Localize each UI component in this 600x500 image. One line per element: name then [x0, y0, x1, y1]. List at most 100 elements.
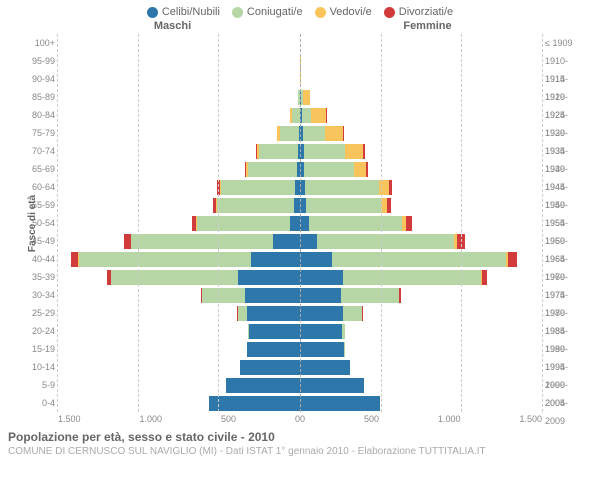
- bar: [300, 396, 439, 411]
- y-axis-label-right: Anni di nascita: [582, 34, 596, 412]
- bar-segment: [303, 126, 326, 141]
- bar: [65, 252, 300, 267]
- gender-headers: Maschi Femmine: [0, 20, 600, 34]
- bar: [300, 126, 403, 141]
- bar-segment: [366, 162, 368, 177]
- birth-tick: 1985-1989: [542, 322, 582, 340]
- age-tick: 80-84: [18, 106, 58, 124]
- bar-segment: [389, 180, 392, 195]
- x-tick: 1.500: [519, 414, 542, 424]
- bar-segment: [221, 180, 295, 195]
- bar-row: [58, 394, 300, 412]
- birth-tick: 1970-1974: [542, 268, 582, 286]
- bar-segment: [217, 198, 294, 213]
- bar-row: [300, 322, 542, 340]
- birth-year-axis: ≤ 19091910-19141915-19191920-19241925-19…: [542, 34, 582, 412]
- bar-segment: [245, 288, 300, 303]
- age-tick: 15-19: [18, 340, 58, 358]
- bar-segment: [300, 396, 380, 411]
- bar-row: [300, 52, 542, 70]
- bar-segment: [302, 108, 311, 123]
- bar-row: [58, 52, 300, 70]
- bar: [300, 72, 319, 87]
- bar-row: [300, 88, 542, 106]
- bar-segment: [304, 144, 346, 159]
- bar-segment: [240, 360, 300, 375]
- x-tick: 1.000: [139, 414, 162, 424]
- bar-segment: [197, 216, 290, 231]
- legend-label: Celibi/Nubili: [162, 6, 220, 18]
- bar-row: [300, 286, 542, 304]
- age-tick: 0-4: [18, 394, 58, 412]
- bar: [196, 144, 300, 159]
- grid-line: [218, 34, 219, 412]
- grid-line: [542, 34, 543, 412]
- bar: [184, 162, 300, 177]
- y-axis-label-left: Fasce di età: [4, 34, 18, 412]
- bar-row: [58, 142, 300, 160]
- bar: [300, 144, 425, 159]
- bar-segment: [325, 126, 343, 141]
- legend-label: Coniugati/e: [247, 6, 303, 18]
- legend-swatch: [384, 7, 395, 18]
- bar-segment: [343, 306, 361, 321]
- bar: [300, 198, 448, 213]
- bar-segment: [304, 162, 354, 177]
- bar-segment: [332, 252, 506, 267]
- bar-segment: [300, 306, 343, 321]
- chart-subtitle: COMUNE DI CERNUSCO SUL NAVIGLIO (MI) - D…: [0, 446, 600, 457]
- bar-row: [300, 394, 542, 412]
- bar-segment: [345, 144, 363, 159]
- bar-segment: [71, 252, 78, 267]
- bar-row: [300, 196, 542, 214]
- bar-row: [300, 376, 542, 394]
- age-tick: 5-9: [18, 376, 58, 394]
- bar-segment: [300, 324, 342, 339]
- bar-segment: [292, 108, 300, 123]
- plot-area: [58, 34, 542, 412]
- birth-tick: 1995-1999: [542, 358, 582, 376]
- bar: [225, 126, 300, 141]
- bar: [300, 108, 380, 123]
- bar-segment: [387, 198, 391, 213]
- x-axis-male: 1.5001.0005000: [58, 414, 300, 424]
- bar-segment: [300, 378, 364, 393]
- birth-tick: 1910-1914: [542, 52, 582, 70]
- male-header: Maschi: [45, 20, 300, 32]
- grid-line: [57, 34, 58, 412]
- birth-tick: 1930-1934: [542, 124, 582, 142]
- bar-segment: [508, 252, 516, 267]
- x-tick: 1.500: [58, 414, 81, 424]
- bar-row: [300, 214, 542, 232]
- bar-row: [58, 322, 300, 340]
- center-line: [300, 34, 301, 412]
- birth-tick: 1945-1949: [542, 178, 582, 196]
- bar-segment: [343, 126, 344, 141]
- birth-tick: 1915-1919: [542, 70, 582, 88]
- grid-line: [461, 34, 462, 412]
- bar-segment: [309, 216, 402, 231]
- bar-segment: [131, 234, 273, 249]
- female-header: Femmine: [300, 20, 555, 32]
- female-half: [300, 34, 542, 412]
- bar: [300, 324, 404, 339]
- bar-segment: [290, 216, 300, 231]
- bar: [300, 234, 500, 249]
- bar-segment: [343, 270, 480, 285]
- bar-segment: [354, 162, 366, 177]
- age-tick: 75-79: [18, 124, 58, 142]
- bar-row: [58, 340, 300, 358]
- legend: Celibi/NubiliConiugati/eVedovi/eDivorzia…: [0, 0, 600, 20]
- bar-row: [58, 196, 300, 214]
- bar-row: [58, 358, 300, 376]
- age-tick: 30-34: [18, 286, 58, 304]
- legend-item: Coniugati/e: [232, 6, 303, 18]
- bar-segment: [303, 90, 311, 105]
- legend-label: Divorziati/e: [399, 6, 453, 18]
- bar: [300, 306, 423, 321]
- bar-segment: [124, 234, 131, 249]
- chart: Fasce di età 100+95-9990-9485-8980-8475-…: [0, 34, 600, 412]
- bar-row: [58, 376, 300, 394]
- legend-swatch: [315, 7, 326, 18]
- bar-segment: [247, 306, 300, 321]
